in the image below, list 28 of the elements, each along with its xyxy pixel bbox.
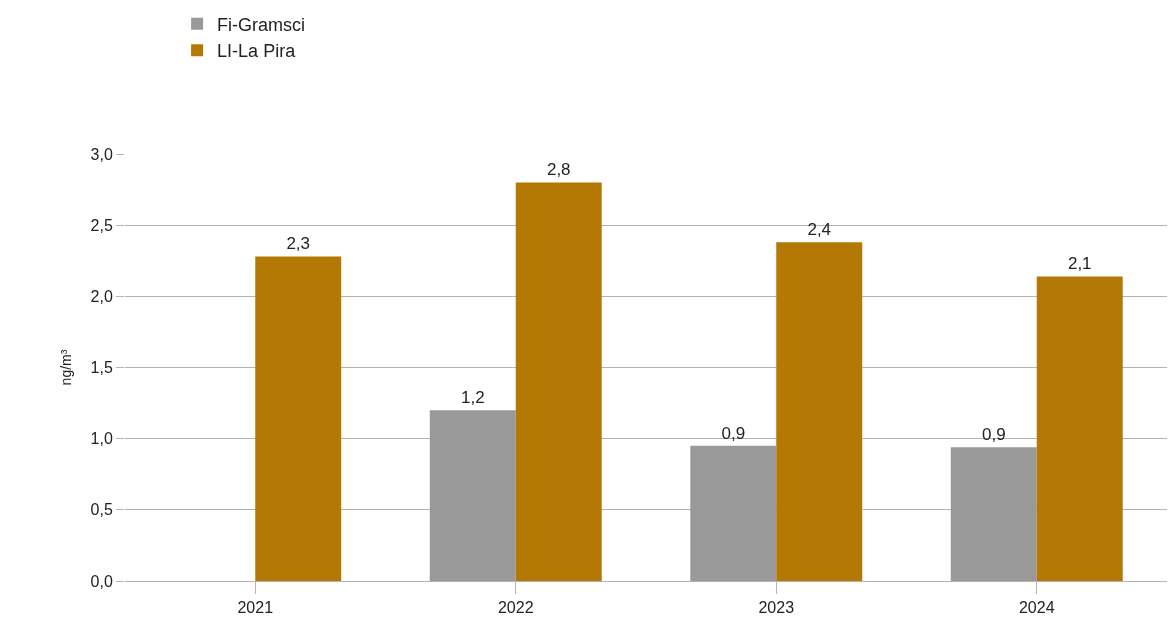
data-label: 2,4 <box>807 220 832 240</box>
bar <box>950 447 1037 581</box>
x-tick-label: 2024 <box>1018 599 1055 617</box>
y-tick-label: 1,0 <box>90 430 113 448</box>
data-label: 2,1 <box>1067 254 1092 274</box>
legend-label: LI-La Pira <box>217 41 297 62</box>
bar <box>515 182 602 581</box>
data-label: 0,9 <box>721 423 746 443</box>
bar <box>776 242 863 581</box>
legend-label: Fi-Gramsci <box>217 14 306 35</box>
bar <box>1036 276 1123 581</box>
y-axis-title: ng/m³ <box>58 349 75 386</box>
data-label: 2,8 <box>546 160 571 180</box>
y-tick-label: 0,5 <box>90 501 113 519</box>
data-label: 2,3 <box>286 234 311 254</box>
y-tick-label: 2,0 <box>90 287 113 305</box>
y-tick-label: 2,5 <box>90 216 113 234</box>
data-label: 0,9 <box>981 425 1006 445</box>
y-tick-label: 0,0 <box>90 572 113 590</box>
x-tick-label: 2022 <box>497 599 534 617</box>
bar <box>255 256 342 581</box>
data-label: 1,2 <box>460 388 485 408</box>
y-tick-label: 1,5 <box>90 359 113 377</box>
bar <box>690 445 777 581</box>
y-tick-label: 3,0 <box>90 145 113 163</box>
x-tick-label: 2023 <box>758 599 795 617</box>
bar <box>429 410 516 581</box>
x-tick-label: 2021 <box>237 599 274 617</box>
